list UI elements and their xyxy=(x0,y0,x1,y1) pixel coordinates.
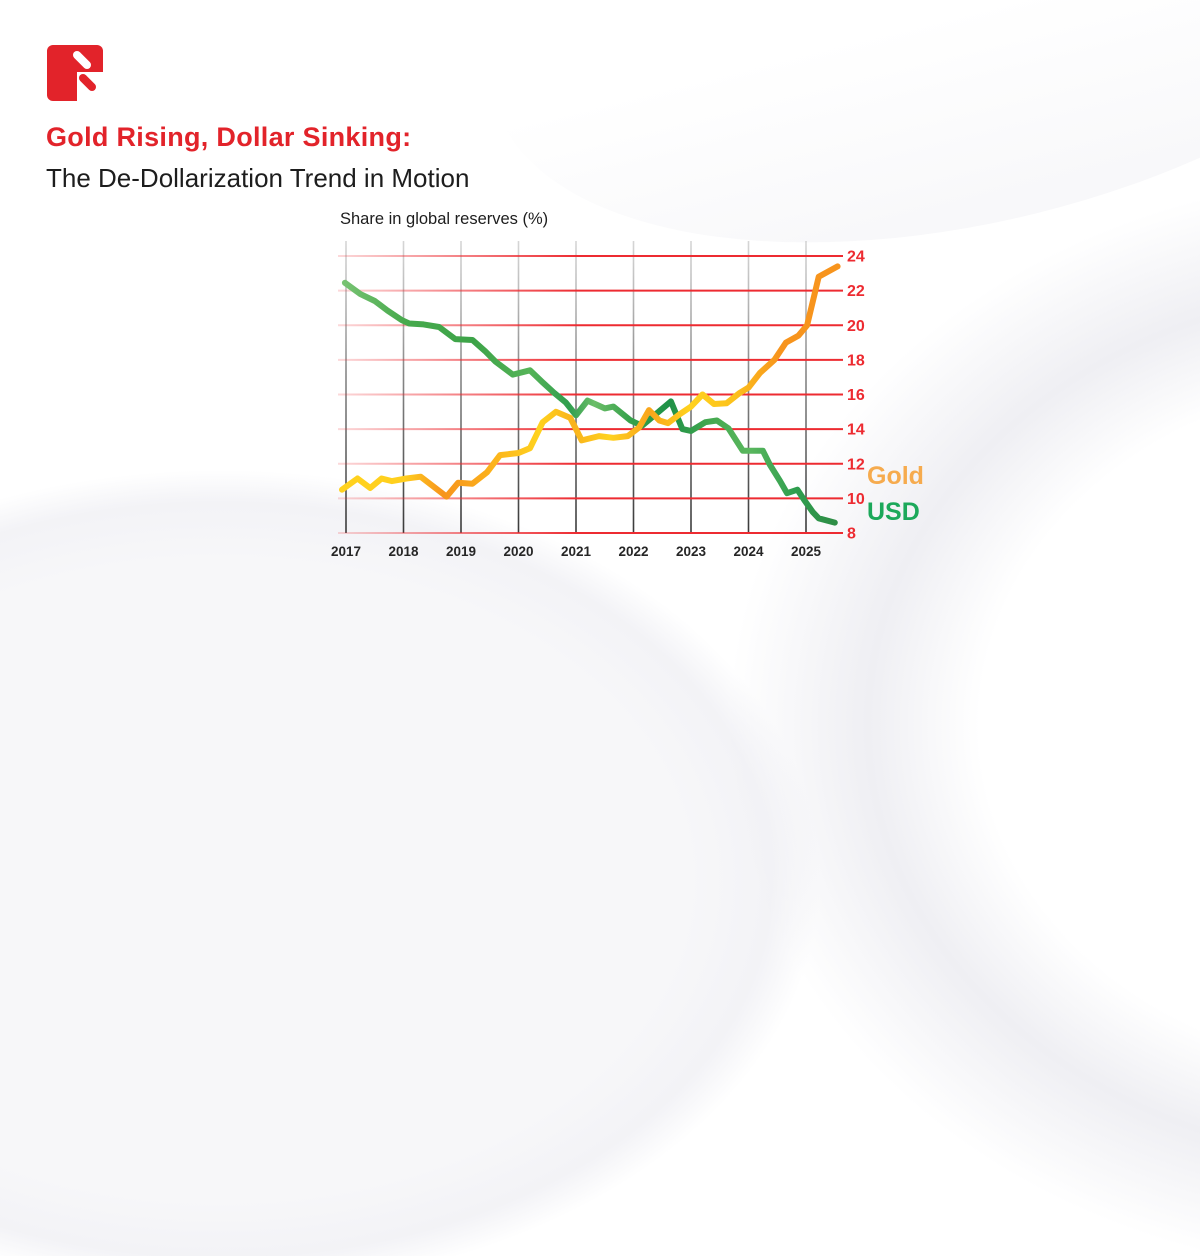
logo-slash-top-icon xyxy=(73,51,91,69)
legend-usd-label: USD xyxy=(867,498,920,526)
logo-slash-bottom-icon xyxy=(79,74,96,91)
y-axis-label: 10 xyxy=(847,491,865,508)
y-axis-label: 8 xyxy=(847,526,856,543)
x-axis-label: 2023 xyxy=(676,544,707,559)
usd-line xyxy=(341,279,838,526)
x-axis-label: 2025 xyxy=(791,544,822,559)
y-axis-label: 12 xyxy=(847,456,865,473)
chart-axis-title: Share in global reserves (%) xyxy=(340,210,549,228)
headline-main: The De-Dollarization Trend in Motion xyxy=(46,162,470,193)
y-axis-label: 14 xyxy=(847,422,865,439)
gold-line xyxy=(339,263,841,500)
background-swoosh-bottom-left xyxy=(0,470,820,1256)
y-axis-label: 18 xyxy=(847,352,865,369)
y-axis-label: 20 xyxy=(847,318,865,335)
y-axis-label: 16 xyxy=(847,387,865,404)
y-axis-label: 22 xyxy=(847,283,865,300)
chart-canvas: 2017 2018 2019 2020 2021 2022 2023 2024 20252422… xyxy=(331,241,865,559)
x-axis-label: 2020 xyxy=(503,544,533,559)
x-axis-label: 2017 xyxy=(331,544,361,559)
x-axis-label: 2022 xyxy=(618,544,648,559)
x-axis-label: 2018 xyxy=(388,544,419,559)
y-axis-label: 24 xyxy=(847,249,865,266)
x-axis-label: 2021 xyxy=(561,544,592,559)
headline-accent: Gold Rising, Dollar Sinking: xyxy=(46,122,412,153)
brand-logo-icon xyxy=(47,45,103,101)
x-axis-label: 2019 xyxy=(446,544,476,559)
x-axis-label: 2024 xyxy=(733,544,764,559)
legend-gold-label: Gold xyxy=(867,462,924,490)
